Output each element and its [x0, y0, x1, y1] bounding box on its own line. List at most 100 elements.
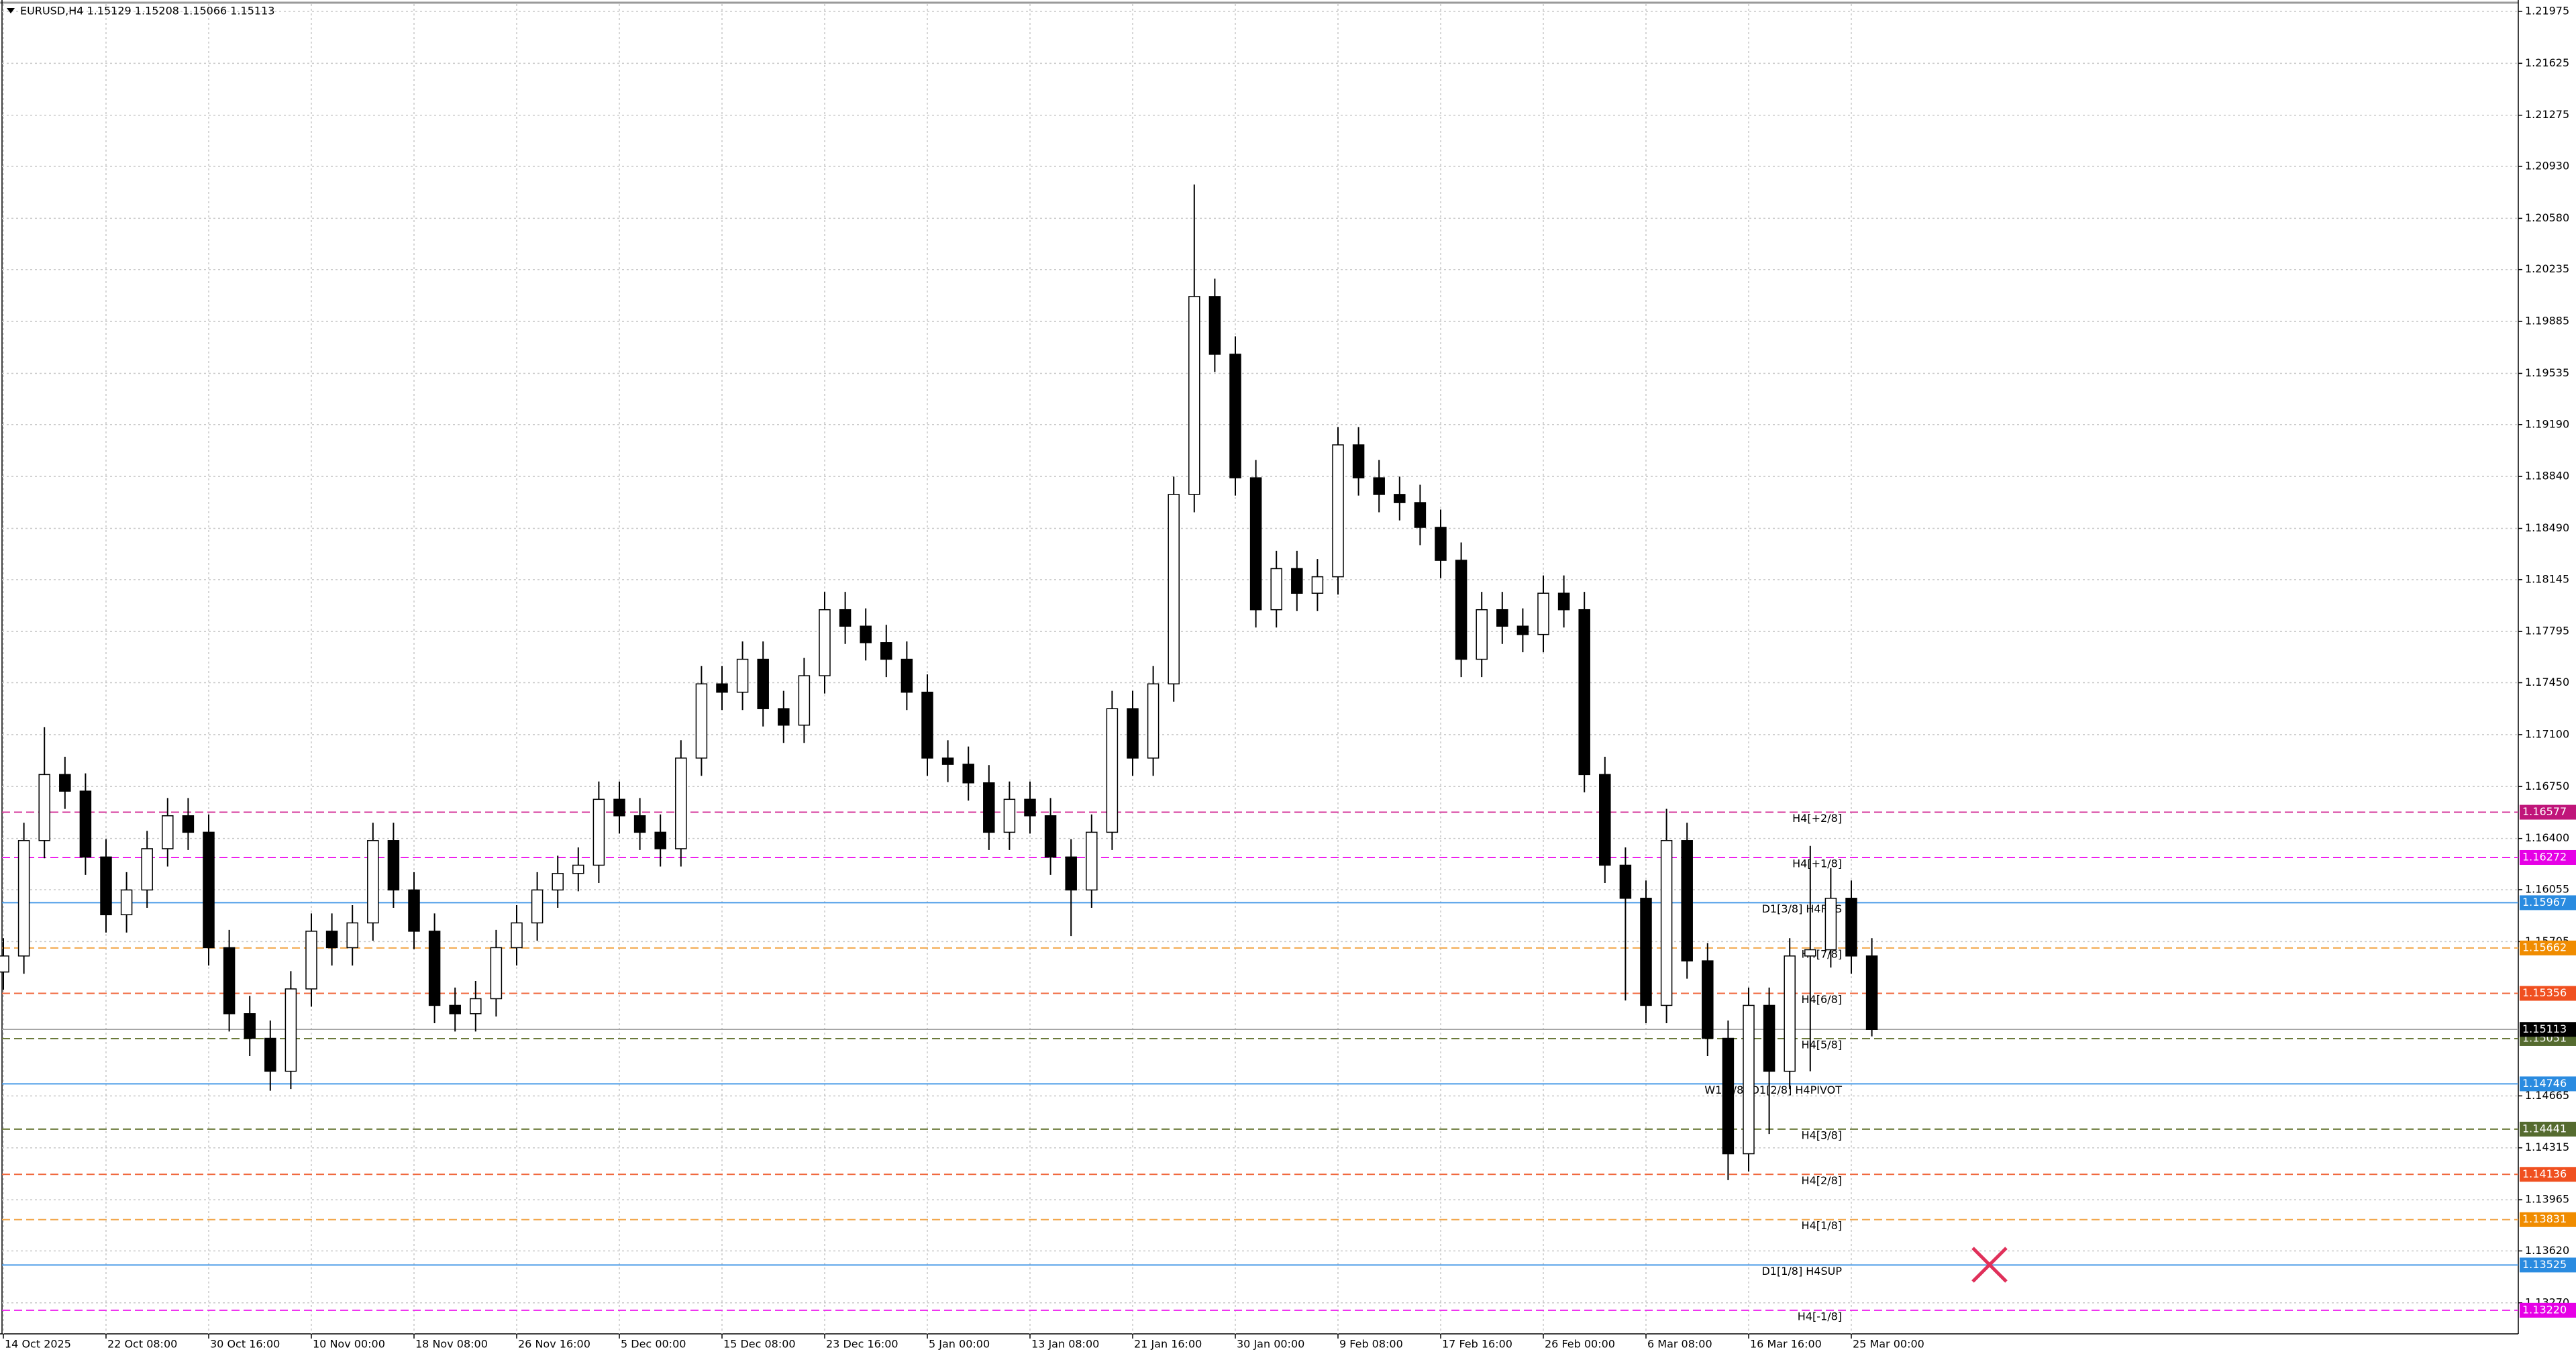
price-tag	[2520, 986, 2576, 1001]
price-tag-label: 1.13220	[2522, 1303, 2567, 1316]
candle-body	[1845, 898, 1857, 957]
close-marker[interactable]	[1971, 1247, 2008, 1283]
candle-body	[900, 658, 913, 693]
level-label: W1[4/8] D1[2/8] H4PIVOT	[1704, 1084, 1842, 1096]
candle-body	[182, 815, 195, 833]
price-tag-label: 1.13831	[2522, 1212, 2567, 1225]
menu-arrow[interactable]	[7, 8, 15, 13]
candle-body	[79, 790, 92, 858]
x-tick-label: 6 Mar 08:00	[1647, 1338, 1712, 1351]
price-tag	[2520, 849, 2576, 865]
candle-body	[285, 988, 297, 1072]
x-tick-label: 10 Nov 00:00	[313, 1338, 385, 1351]
price-tag	[2520, 1257, 2576, 1273]
current-price-tag	[2520, 1022, 2576, 1037]
candle-body	[736, 658, 749, 693]
candle-body	[408, 889, 420, 932]
candle-body	[1208, 296, 1221, 355]
level-label: D1[1/8] H4SUP	[1761, 1265, 1842, 1277]
x-tick-label: 30 Jan 00:00	[1237, 1338, 1304, 1351]
candle-body	[1086, 831, 1098, 891]
x-tick-label: 26 Nov 16:00	[518, 1338, 590, 1351]
candle-body	[449, 1004, 461, 1014]
candle-body	[38, 774, 50, 841]
price-tag-label: 1.15967	[2522, 896, 2567, 908]
candle-body	[1804, 949, 1816, 957]
y-tick-label: 1.14665	[2525, 1089, 2569, 1102]
candle-body	[654, 831, 666, 849]
y-tick-label: 1.18840	[2525, 470, 2569, 482]
y-tick-label: 1.19190	[2525, 417, 2569, 430]
candles-layer	[0, 184, 1878, 1180]
x-tick-label: 18 Nov 08:00	[415, 1338, 488, 1351]
y-tick-label: 1.13620	[2525, 1244, 2569, 1257]
candle-body	[1270, 568, 1282, 611]
y-tick-label: 1.19535	[2525, 366, 2569, 379]
candle-body	[1291, 568, 1303, 594]
y-tick-label: 1.20930	[2525, 160, 2569, 172]
candle-body	[1394, 494, 1406, 503]
candle-body	[120, 889, 133, 916]
y-tick-label: 1.16055	[2525, 882, 2569, 895]
candle-body	[1024, 798, 1036, 817]
candle-body	[0, 955, 9, 973]
candle-body	[819, 609, 831, 676]
candle-body	[367, 840, 379, 924]
candle-body	[552, 873, 564, 891]
candle-body	[1373, 477, 1385, 495]
candle-body	[1435, 527, 1447, 561]
candle-body	[1865, 955, 1878, 1031]
x-tick-label: 14 Oct 2025	[5, 1338, 71, 1351]
level-label: H4[+1/8]	[1792, 857, 1842, 870]
candle-body	[1681, 840, 1693, 961]
candle-body	[941, 758, 954, 765]
candle-body	[983, 782, 995, 833]
candle-body	[1352, 444, 1365, 478]
price-tag-label: 1.16272	[2522, 850, 2567, 863]
candle-body	[1640, 898, 1652, 1006]
candle-body	[511, 922, 523, 949]
y-tick-label: 1.21625	[2525, 56, 2569, 69]
price-tag	[2520, 940, 2576, 955]
level-label: H4[3/8]	[1802, 1129, 1842, 1141]
level-label: D1[3/8] H4RES	[1762, 902, 1842, 915]
y-tick-label: 1.17450	[2525, 676, 2569, 688]
candle-body	[490, 947, 503, 1000]
price-tag	[2520, 1121, 2576, 1137]
price-tag-label: 1.14441	[2522, 1122, 2567, 1135]
candle-body	[716, 683, 728, 693]
price-tag	[2520, 1212, 2576, 1227]
candle-body	[1414, 502, 1427, 528]
candle-body	[1455, 560, 1467, 660]
price-tag-label: 1.15356	[2522, 986, 2567, 999]
y-tick-label: 1.21275	[2525, 108, 2569, 121]
close-marker-stroke[interactable]	[1971, 1247, 2008, 1283]
x-tick-label: 23 Dec 16:00	[826, 1338, 898, 1351]
candle-body	[1743, 1004, 1755, 1155]
candle-body	[162, 815, 174, 849]
candle-body	[1168, 494, 1180, 685]
price-tag	[2520, 1076, 2576, 1092]
candle-body	[17, 840, 30, 957]
candle-body	[839, 609, 852, 627]
candle-body	[325, 931, 338, 949]
candle-body	[1660, 840, 1673, 1006]
candle-body	[921, 691, 933, 759]
candle-body	[264, 1037, 276, 1072]
candle-body	[1763, 1004, 1775, 1072]
candle-body	[1557, 592, 1570, 611]
current-price-label: 1.15113	[2522, 1023, 2567, 1035]
candle-body	[59, 774, 71, 792]
candle-body	[1188, 296, 1200, 495]
level-label: H4[-1/8]	[1798, 1310, 1842, 1322]
level-label: H4[5/8]	[1802, 1038, 1842, 1051]
x-tick-label: 13 Jan 08:00	[1031, 1338, 1099, 1351]
symbol-info: EURUSD,H4 1.15129 1.15208 1.15066 1.1511…	[20, 5, 274, 17]
price-tag-label: 1.15662	[2522, 941, 2567, 953]
candle-body	[1824, 898, 1837, 951]
candle-body	[1127, 708, 1139, 759]
candle-body	[1476, 609, 1488, 660]
candle-body	[223, 947, 236, 1014]
candle-body	[962, 764, 974, 784]
